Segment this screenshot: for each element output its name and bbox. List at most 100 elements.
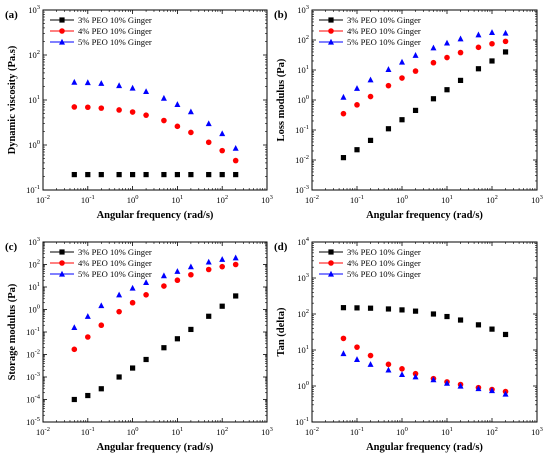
data-point	[444, 313, 450, 320]
data-point	[143, 356, 149, 363]
data-point	[412, 68, 419, 74]
x-tick-label: 101	[441, 194, 453, 205]
data-point	[412, 52, 419, 58]
data-point	[129, 299, 136, 306]
data-point	[430, 44, 437, 51]
legend-label: 4% PEO 10% Ginger	[347, 258, 421, 268]
x-tick-label: 102	[486, 194, 498, 205]
legend-label: 5% PEO 10% Ginger	[78, 269, 152, 279]
plot-frame	[42, 241, 268, 423]
legend-label: 4% PEO 10% Ginger	[347, 26, 421, 36]
data-point	[161, 283, 167, 289]
plot-frame	[42, 9, 268, 191]
data-point	[399, 307, 405, 313]
legend-marker	[59, 249, 65, 255]
y-tick-label: 103	[28, 4, 40, 15]
y-tick-label: 103	[297, 4, 309, 15]
data-point	[219, 171, 225, 178]
data-series	[71, 254, 239, 331]
data-point	[116, 291, 123, 298]
data-point	[143, 88, 150, 95]
data-series	[340, 38, 509, 117]
data-point	[219, 130, 226, 137]
y-tick-label: 10-2	[26, 349, 40, 360]
data-point	[160, 94, 167, 101]
data-point	[161, 117, 167, 124]
data-point	[354, 147, 360, 153]
data-point	[233, 293, 239, 299]
x-tick-label: 102	[486, 426, 498, 437]
data-point	[206, 171, 212, 178]
data-point	[71, 104, 78, 110]
legend-marker	[328, 249, 334, 255]
data-point	[502, 29, 509, 36]
data-point	[219, 147, 225, 154]
x-tick-label: 100	[127, 426, 139, 437]
data-series	[340, 350, 509, 397]
data-point	[430, 96, 437, 102]
data-point	[174, 268, 181, 274]
y-tick-label: 100	[28, 139, 40, 150]
data-point	[412, 107, 419, 114]
x-axis-title: Angular frequency (rad/s)	[366, 210, 483, 221]
y-tick-label: 100	[28, 304, 40, 315]
x-tick-label: 10-2	[36, 426, 50, 437]
data-point	[206, 313, 212, 319]
data-point	[457, 317, 464, 323]
x-tick-label: 100	[127, 194, 139, 205]
y-tick-label: 102	[297, 34, 309, 45]
data-point	[475, 44, 482, 51]
data-point	[98, 105, 105, 111]
y-tick-label: 101	[297, 344, 309, 355]
y-tick-label: 10-1	[26, 184, 40, 195]
data-point	[85, 104, 91, 111]
legend-marker	[59, 260, 65, 266]
data-series	[71, 261, 239, 353]
data-point	[457, 49, 464, 56]
y-tick-label: 103	[28, 236, 40, 247]
data-point	[84, 79, 91, 86]
data-point	[174, 101, 181, 107]
data-point	[430, 376, 437, 383]
x-axis-title: Angular frequency (rad/s)	[97, 210, 214, 221]
data-point	[143, 112, 149, 118]
data-point	[116, 374, 122, 380]
x-tick-label: 10-2	[305, 194, 319, 205]
data-point	[340, 155, 347, 161]
data-point	[444, 87, 450, 93]
data-point	[430, 59, 437, 66]
legend-marker	[328, 28, 334, 34]
data-point	[98, 386, 104, 392]
data-point	[188, 171, 194, 178]
x-tick-label: 10-2	[36, 194, 50, 205]
y-tick-label: 102	[297, 308, 309, 319]
data-point	[71, 396, 77, 403]
panel-label: (b)	[274, 9, 288, 21]
data-series	[71, 293, 239, 403]
y-tick-label: 10-3	[295, 184, 309, 195]
y-axis-title: Storage modulus (Pa)	[7, 283, 18, 380]
data-point	[354, 305, 360, 311]
data-series	[71, 104, 239, 164]
y-tick-label: 101	[297, 64, 309, 75]
chart-panel: 10-2 10-1 100 101 102 10310-1100101102103Angu…	[5, 4, 273, 221]
data-point	[205, 266, 212, 273]
x-axis-title: Angular frequency (rad/s)	[366, 442, 483, 453]
data-point	[385, 361, 392, 368]
data-point	[188, 129, 194, 136]
y-axis-title: Loss modulus (Pa)	[276, 58, 287, 141]
y-axis-title: Dynamic viscosity (Pa.s)	[7, 45, 18, 154]
legend-label: 3% PEO 10% Ginger	[78, 15, 152, 25]
data-point	[143, 279, 150, 286]
data-point	[161, 171, 167, 178]
data-point	[98, 322, 105, 329]
data-point	[399, 366, 405, 372]
legend-marker	[59, 38, 65, 45]
data-point	[116, 82, 123, 89]
data-point	[354, 356, 360, 362]
y-tick-label: 10-5	[26, 416, 40, 427]
x-tick-label: 103	[261, 426, 273, 437]
data-point	[71, 324, 78, 331]
data-point	[232, 144, 239, 151]
